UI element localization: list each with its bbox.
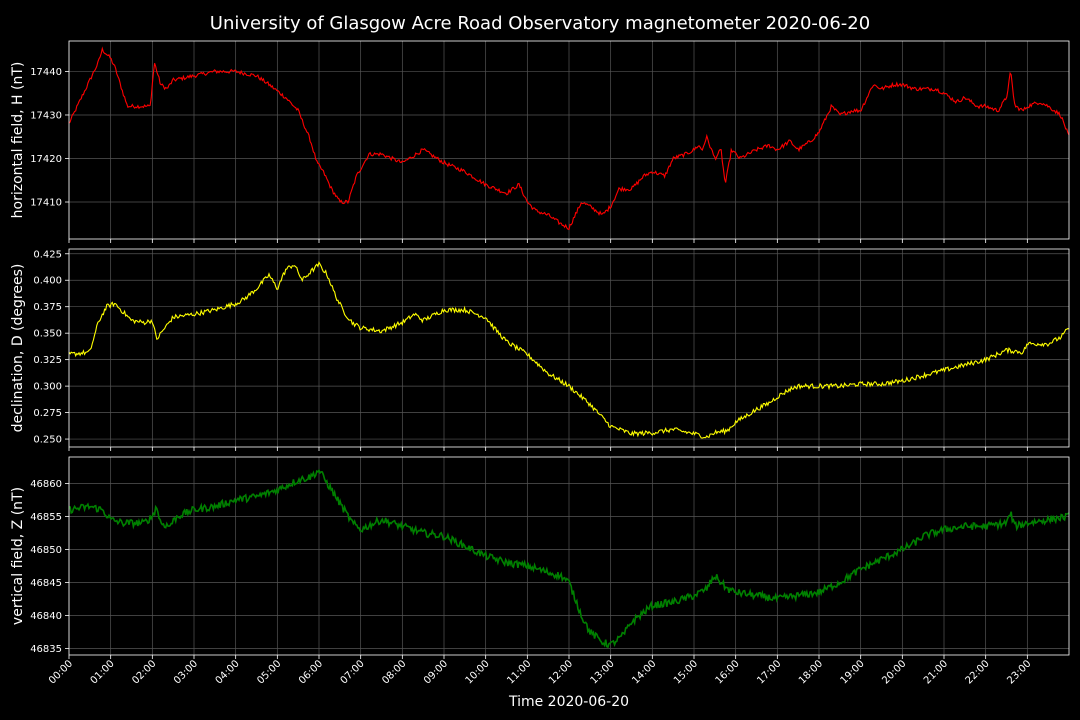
x-tick-label: 02:00 — [130, 658, 158, 686]
y-tick-label: 17440 — [30, 67, 62, 78]
y-tick-label: 0.250 — [33, 435, 62, 446]
chart-title: University of Glasgow Acre Road Observat… — [210, 13, 870, 34]
panel-z: 46835 46840 46845 46850 46855 46860 vertical … — [10, 456, 1070, 659]
x-tick-label: 11:00 — [505, 658, 533, 686]
series-line-d — [68, 260, 1070, 439]
x-tick-label: 06:00 — [297, 658, 325, 686]
panel-d-frame — [68, 248, 1070, 448]
x-tick-label: 17:00 — [755, 658, 783, 686]
x-tick-label: 18:00 — [797, 658, 825, 686]
x-tick-label: 21:00 — [922, 658, 950, 686]
panel-h-grid — [68, 41, 1069, 239]
panel-z-series — [68, 468, 1070, 649]
x-tick-labels: 00:00 01:00 02:00 03:00 04:00 05:00 06:00 07:00… — [47, 658, 1033, 686]
panel-h-series — [68, 46, 1070, 231]
panel-z-ylabel: vertical field, Z (nT) — [10, 487, 26, 625]
x-tick-label: 04:00 — [214, 658, 242, 686]
panel-h-y-ticks: 17410 17420 17430 17440 — [30, 67, 69, 209]
y-tick-label: 17410 — [30, 198, 62, 209]
x-tick-label: 22:00 — [964, 658, 992, 686]
x-tick-label: 05:00 — [255, 658, 283, 686]
panel-h-x-ticks — [68, 239, 1028, 243]
x-tick-label: 08:00 — [380, 658, 408, 686]
y-tick-label: 0.375 — [33, 302, 62, 313]
panel-h-ylabel: horizontal field, H (nT) — [10, 62, 26, 219]
x-tick-label: 03:00 — [172, 658, 200, 686]
x-tick-label: 10:00 — [464, 658, 492, 686]
panel-d-ylabel: declination, D (degrees) — [10, 264, 26, 433]
series-line-h — [68, 46, 1070, 231]
y-tick-label: 0.425 — [33, 249, 62, 260]
y-tick-label: 0.300 — [33, 382, 62, 393]
panel-h-frame — [68, 40, 1070, 240]
y-tick-label: 46855 — [30, 512, 62, 523]
panel-z-x-ticks — [68, 655, 1028, 659]
panel-z-frame — [68, 456, 1070, 656]
y-tick-label: 46860 — [30, 479, 62, 490]
y-tick-label: 46835 — [30, 644, 62, 655]
x-tick-label: 12:00 — [547, 658, 575, 686]
y-tick-label: 0.350 — [33, 329, 62, 340]
x-tick-label: 15:00 — [672, 658, 700, 686]
panel-z-grid — [68, 457, 1069, 655]
panel-d-series — [68, 260, 1070, 439]
panel-h: 17410 17420 17430 17440 horizontal field, H… — [10, 40, 1070, 243]
y-tick-label: 0.275 — [33, 408, 62, 419]
y-tick-label: 46840 — [30, 611, 62, 622]
panel-d: 0.250 0.275 0.300 0.325 0.350 0.375 0.400 0.425… — [10, 248, 1070, 451]
y-tick-label: 0.325 — [33, 355, 62, 366]
panel-d-x-ticks — [68, 447, 1028, 451]
x-tick-label: 20:00 — [880, 658, 908, 686]
series-line-z — [68, 468, 1070, 649]
x-tick-label: 16:00 — [714, 658, 742, 686]
panel-z-y-ticks: 46835 46840 46845 46850 46855 46860 — [30, 479, 69, 655]
panel-d-grid — [68, 249, 1069, 447]
x-tick-label: 19:00 — [839, 658, 867, 686]
y-tick-label: 17430 — [30, 110, 62, 121]
x-tick-label: 14:00 — [630, 658, 658, 686]
x-tick-label: 09:00 — [422, 658, 450, 686]
x-axis-label: Time 2020-06-20 — [508, 694, 629, 710]
y-tick-label: 17420 — [30, 154, 62, 165]
y-tick-label: 0.400 — [33, 276, 62, 287]
panel-d-y-ticks: 0.250 0.275 0.300 0.325 0.350 0.375 0.400 0.425 — [33, 249, 69, 446]
x-tick-label: 07:00 — [339, 658, 367, 686]
x-tick-label: 00:00 — [47, 658, 75, 686]
x-tick-label: 01:00 — [89, 658, 117, 686]
x-tick-label: 23:00 — [1005, 658, 1033, 686]
y-tick-label: 46850 — [30, 545, 62, 556]
y-tick-label: 46845 — [30, 578, 62, 589]
x-tick-label: 13:00 — [589, 658, 617, 686]
